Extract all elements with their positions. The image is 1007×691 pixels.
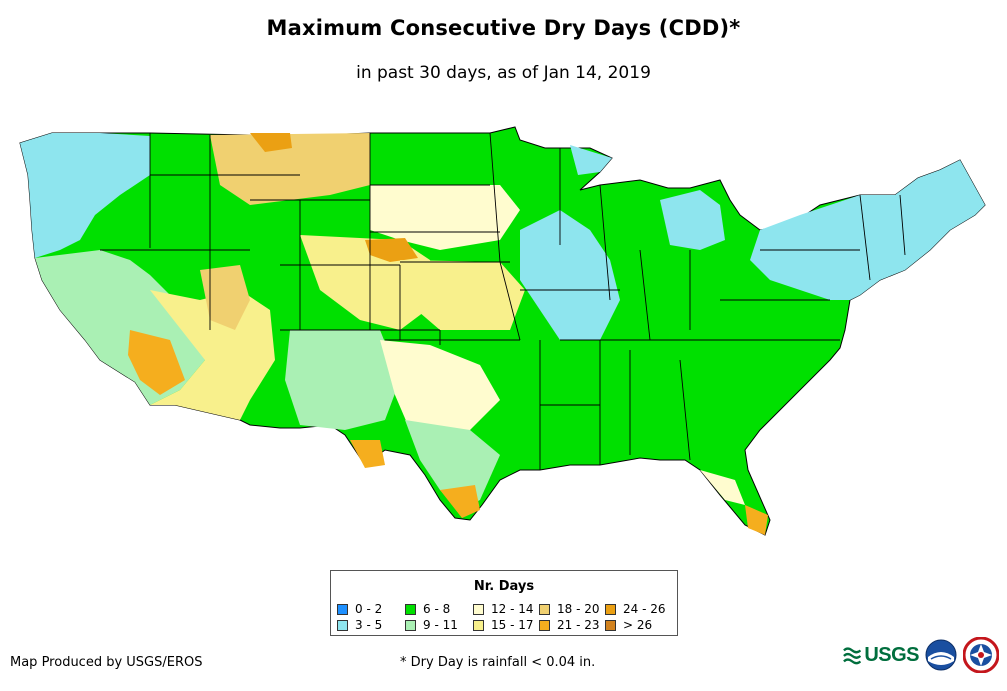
region-3-5-midwest [520, 210, 620, 340]
legend-item-3-5: 3 - 5 [337, 618, 382, 632]
region-21-23-big-bend [350, 440, 385, 468]
legend-item-0-2: 0 - 2 [337, 602, 382, 616]
region-21-23-south-texas [440, 485, 480, 518]
noaa-logo-icon [925, 639, 957, 671]
legend-swatch [337, 603, 348, 615]
legend-swatch [539, 619, 550, 631]
region-12-14-texas [380, 340, 500, 440]
legend-item-9-11: 9 - 11 [405, 618, 458, 632]
region-3-5-michigan [660, 190, 725, 250]
legend-item-15-17: 15 - 17 [473, 618, 534, 632]
region-24-26-wyoming [365, 238, 418, 262]
legend-item-18-20: 18 - 20 [539, 602, 600, 616]
legend-item-12-14: 12 - 14 [473, 602, 534, 616]
legend-swatch [605, 619, 616, 631]
region-15-17-southwest [150, 290, 275, 420]
usgs-logo-text: USGS [864, 643, 919, 666]
legend-label: 24 - 26 [623, 602, 666, 616]
legend-swatch [405, 619, 416, 631]
region-9-11-nm [285, 330, 400, 430]
region-3-5-minnesota [570, 145, 612, 175]
region-12-14-florida [700, 470, 745, 505]
legend-label: 18 - 20 [557, 602, 600, 616]
legend-swatch [605, 603, 616, 615]
legend-swatch [405, 603, 416, 615]
region-9-11-texas [405, 420, 500, 510]
legend-swatch [337, 619, 348, 631]
legend-item-24-26: 24 - 26 [605, 602, 666, 616]
map-title: Maximum Consecutive Dry Days (CDD)* [266, 16, 741, 40]
state-boundaries [100, 132, 906, 470]
legend-label: 6 - 8 [423, 602, 451, 616]
legend-label: > 26 [623, 618, 653, 632]
region-12-14-kansas [400, 260, 525, 330]
legend-item-6-8: 6 - 8 [405, 602, 450, 616]
legend-item-21-23: 21 - 23 [539, 618, 600, 632]
legend: Nr. Days 0 - 2 3 - 5 6 - 8 9 - 11 12 - 1… [330, 570, 678, 636]
region-24-26-montana [250, 133, 292, 152]
us-land [19, 126, 986, 536]
region-3-5-northeast [750, 160, 985, 300]
region-18-20-nevada [200, 265, 250, 330]
legend-swatch [473, 603, 484, 615]
legend-label: 12 - 14 [491, 602, 534, 616]
region-12-14-plains [370, 185, 520, 250]
usgs-wave-icon [843, 647, 862, 665]
map-subtitle: in past 30 days, as of Jan 14, 2019 [356, 63, 651, 83]
region-21-23-florida [745, 505, 768, 535]
nws-logo-icon [963, 637, 999, 673]
region-3-5-northwest [20, 133, 150, 258]
legend-label: 9 - 11 [423, 618, 458, 632]
legend-label: 0 - 2 [355, 602, 383, 616]
legend-label: 15 - 17 [491, 618, 534, 632]
dry-day-footnote: * Dry Day is rainfall < 0.04 in. [400, 655, 596, 670]
region-21-23-arizona [128, 330, 185, 395]
legend-label: 21 - 23 [557, 618, 600, 632]
region-18-20-montana [210, 133, 370, 205]
map-credit: Map Produced by USGS/EROS [10, 655, 203, 670]
legend-title: Nr. Days [473, 579, 535, 594]
legend-label: 3 - 5 [355, 618, 383, 632]
usgs-logo: USGS [843, 641, 919, 669]
legend-swatch [473, 619, 484, 631]
legend-swatch [539, 603, 550, 615]
legend-item-over-26: > 26 [605, 618, 652, 632]
